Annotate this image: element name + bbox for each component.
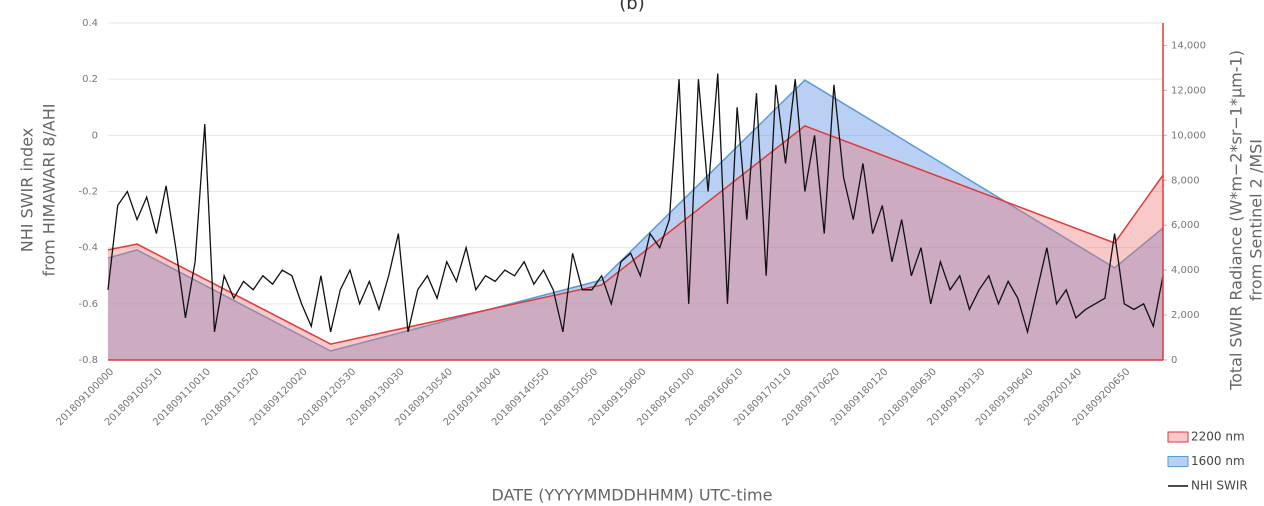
y2-tick-label: 10,000: [1171, 130, 1206, 141]
y2-tick-label: 4,000: [1171, 265, 1200, 276]
legend-label: 1600 nm: [1191, 454, 1245, 468]
line: [107, 73, 1164, 333]
legend-label: NHI SWIR: [1191, 479, 1248, 493]
y2-tick-label: 12,000: [1171, 85, 1206, 96]
area-line: [107, 125, 1164, 345]
y-axis-label: from HIMAWARI 8/AHI: [40, 103, 59, 276]
y-tick-label: 0.2: [82, 74, 98, 85]
y2-tick-label: 8,000: [1171, 175, 1200, 186]
y2-axis-label: from Sentinel 2 /MSI: [1247, 139, 1264, 301]
y2-axis-label: Total SWIR Radiance (W*m−2*sr−1*µm-1): [1227, 50, 1246, 391]
y-tick-label: -0.4: [78, 243, 98, 254]
area: [108, 80, 1163, 360]
y2-tick-label: 6,000: [1171, 220, 1200, 231]
area-line: [107, 79, 1164, 352]
legend-swatch: [1167, 431, 1189, 443]
legend-label: 2200 nm: [1191, 430, 1245, 444]
y2-tick-label: 14,000: [1171, 40, 1206, 51]
y2-tick-label: 2,000: [1171, 310, 1200, 321]
y-tick-label: -0.6: [78, 299, 98, 310]
area: [108, 125, 1163, 360]
y-axis-label: NHI SWIR index: [18, 128, 37, 252]
y-tick-label: 0: [92, 130, 98, 141]
chart-title: (b): [619, 0, 644, 14]
y-tick-label: 0.4: [82, 18, 98, 29]
legend-swatch: [1167, 456, 1189, 467]
y2-tick-label: 0: [1171, 355, 1177, 366]
y-tick-label: -0.8: [78, 355, 98, 366]
x-axis-label: DATE (YYYYMMDDHHMM) UTC-time: [492, 486, 773, 505]
y-tick-label: -0.2: [78, 187, 98, 198]
